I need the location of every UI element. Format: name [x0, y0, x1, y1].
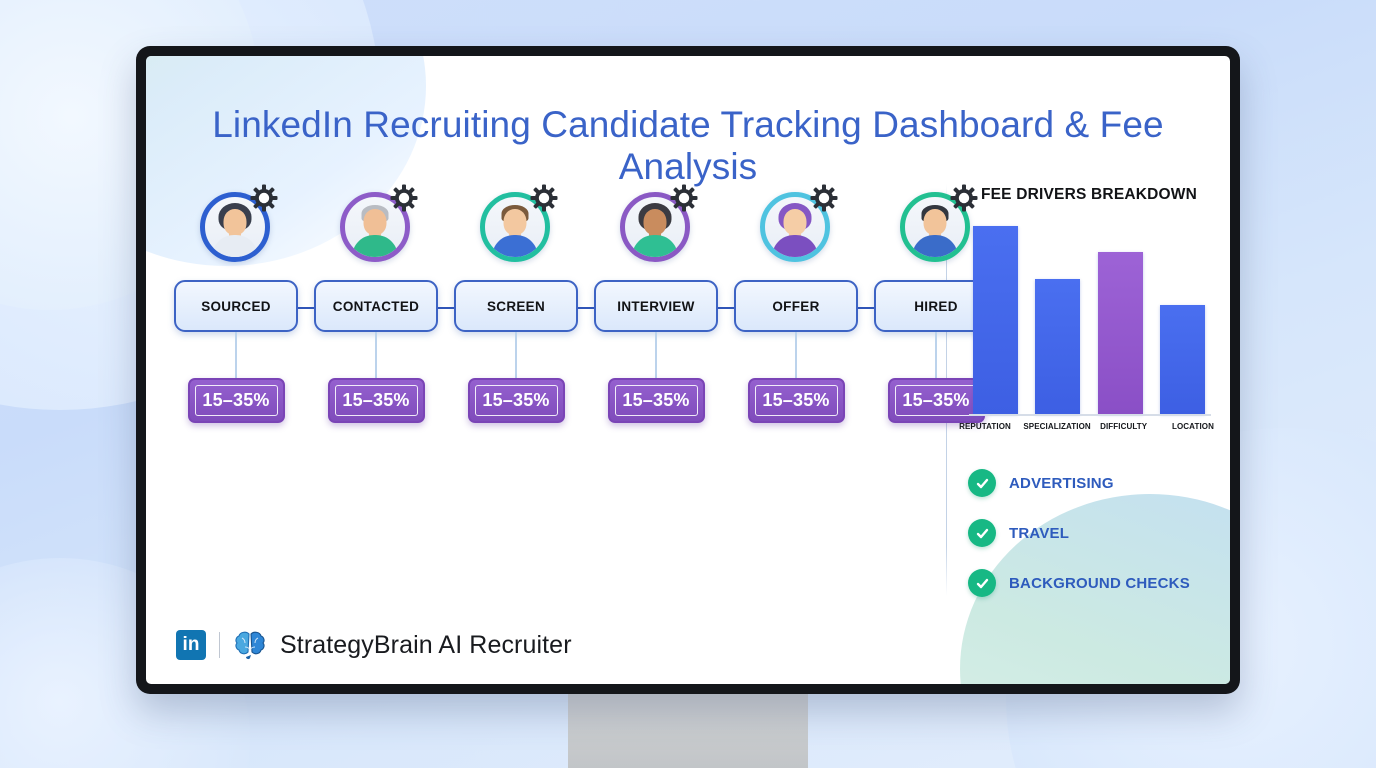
candidate-avatar-icon	[198, 184, 278, 262]
gear-icon	[950, 184, 978, 212]
fee-range-badge[interactable]: 15–35%	[747, 378, 845, 423]
stage-connector-line	[935, 332, 937, 378]
stage-label-box[interactable]: INTERVIEW	[594, 280, 718, 332]
avatar-body	[212, 235, 258, 257]
check-icon	[968, 519, 996, 547]
checklist-item[interactable]: BACKGROUND CHECKS	[968, 569, 1214, 597]
fee-range-value: 15–35%	[194, 385, 278, 416]
pipeline-stage-sourced[interactable]: SOURCED 15–35%	[174, 184, 298, 423]
pipeline-stage-contacted[interactable]: CONTACTED 15–35%	[314, 184, 438, 423]
fee-range-badge[interactable]: 15–35%	[467, 378, 565, 423]
checklist-item-label: BACKGROUND CHECKS	[1009, 574, 1190, 592]
gear-icon	[390, 184, 418, 212]
avatar-body	[352, 235, 398, 257]
avatar-portrait	[900, 192, 970, 262]
monitor-frame: LinkedIn Recruiting Candidate Tracking D…	[136, 46, 1240, 694]
candidate-avatar-icon	[478, 184, 558, 262]
chart-axis-line	[969, 414, 1211, 416]
footer-branding: in StrategyBrain AI Recruiter	[176, 630, 572, 660]
monitor-stand	[568, 690, 808, 768]
stage-label-box[interactable]: OFFER	[734, 280, 858, 332]
avatar-body	[632, 235, 678, 257]
gear-icon	[530, 184, 558, 212]
check-icon	[968, 469, 996, 497]
fee-analysis-panel: FEE DRIVERS BREAKDOWN REPUTATION SPECIALI…	[959, 186, 1214, 619]
chart-tick-label: REPUTATION	[959, 422, 1011, 431]
stage-connector-line	[655, 332, 657, 378]
avatar-body	[492, 235, 538, 257]
chart-bar-difficulty	[1097, 252, 1143, 414]
avatar-head	[643, 209, 667, 235]
checklist-item[interactable]: TRAVEL	[968, 519, 1214, 547]
stage-connector-line	[375, 332, 377, 378]
fee-range-badge[interactable]: 15–35%	[887, 378, 985, 423]
chart-bar-column	[1035, 218, 1081, 414]
brain-icon	[235, 631, 265, 660]
gear-icon	[670, 184, 698, 212]
brand-name: StrategyBrain AI Recruiter	[280, 630, 572, 659]
fee-range-value: 15–35%	[474, 385, 558, 416]
fee-inclusions-list: ADVERTISING TRAVEL BACKGROUND CHECKS	[964, 469, 1214, 597]
avatar-body	[912, 235, 958, 257]
candidate-pipeline-panel: SOURCED 15–35% CONTACTED 15–35% SCREEN 15–35%…	[174, 184, 998, 586]
chart-title: FEE DRIVERS BREAKDOWN	[980, 186, 1198, 203]
fee-range-value: 15–35%	[614, 385, 698, 416]
stage-connector-line	[515, 332, 517, 378]
pipeline-stages: SOURCED 15–35% CONTACTED 15–35% SCREEN 15–35%…	[174, 184, 998, 546]
stage-label-box[interactable]: SOURCED	[174, 280, 298, 332]
stage-connector-line	[795, 332, 797, 378]
pipeline-stage-interview[interactable]: INTERVIEW 15–35%	[594, 184, 718, 423]
chart-x-tick-labels: REPUTATION SPECIALIZATION DIFFICULTY LOCATI…	[959, 422, 1214, 431]
chart-tick-label: LOCATION	[1171, 422, 1214, 431]
chart-bar-reputation	[973, 225, 1018, 414]
stage-label-box[interactable]: SCREEN	[454, 280, 578, 332]
fee-drivers-chart	[969, 218, 1211, 416]
chart-bar-column	[1159, 218, 1205, 414]
presentation-slide: LinkedIn Recruiting Candidate Tracking D…	[146, 56, 1230, 684]
avatar-portrait	[620, 192, 690, 262]
checklist-item-label: ADVERTISING	[1009, 474, 1114, 492]
checklist-item[interactable]: ADVERTISING	[968, 469, 1214, 497]
pipeline-stage-screen[interactable]: SCREEN 15–35%	[454, 184, 578, 423]
chart-bar-specialization	[1035, 278, 1081, 414]
avatar-head	[503, 209, 527, 235]
avatar-body	[772, 235, 818, 257]
candidate-avatar-icon	[618, 184, 698, 262]
chart-bars	[973, 218, 1205, 414]
checklist-item-label: TRAVEL	[1009, 524, 1070, 542]
gear-icon	[810, 184, 838, 212]
candidate-avatar-icon	[338, 184, 418, 262]
avatar-head	[783, 209, 807, 235]
check-icon	[968, 569, 996, 597]
fee-range-badge[interactable]: 15–35%	[327, 378, 425, 423]
chart-tick-label: SPECIALIZATION	[1023, 422, 1091, 431]
fee-range-badge[interactable]: 15–35%	[607, 378, 705, 423]
chart-bar-column	[973, 218, 1018, 414]
gear-icon	[250, 184, 278, 212]
avatar-head	[923, 209, 947, 235]
fee-range-value: 15–35%	[334, 385, 418, 416]
fee-range-badge[interactable]: 15–35%	[187, 378, 285, 423]
stage-connector-line	[235, 332, 237, 378]
candidate-avatar-icon	[758, 184, 838, 262]
stage-label-box[interactable]: CONTACTED	[314, 280, 438, 332]
chart-tick-label: DIFFICULTY	[1100, 422, 1148, 431]
footer-divider	[219, 632, 220, 658]
fee-range-value: 15–35%	[754, 385, 838, 416]
chart-bar-location	[1159, 304, 1205, 414]
page-title: LinkedIn Recruiting Candidate Tracking D…	[212, 104, 1164, 187]
linkedin-icon: in	[176, 630, 206, 660]
pipeline-stage-offer[interactable]: OFFER 15–35%	[734, 184, 858, 423]
candidate-avatar-icon	[898, 184, 978, 262]
chart-bar-column	[1097, 218, 1143, 414]
